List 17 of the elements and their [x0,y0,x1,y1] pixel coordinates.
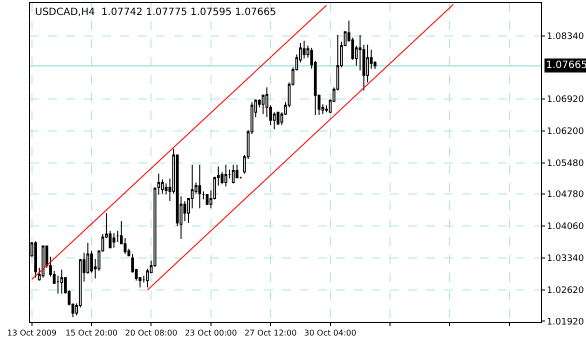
x-tick-label: 20 Oct 08:00 [125,328,178,338]
y-tick-label: 1.01920 [546,317,584,328]
x-tick-label: 13 Oct 2009 [7,328,57,338]
ref-line-label: 1.07665 [546,60,586,71]
x-tick-label: 27 Oct 12:00 [244,328,297,338]
y-tick-label: 1.02620 [546,286,584,296]
y-tick-label: 1.08340 [546,32,584,42]
x-tick-label: 23 Oct 00:00 [184,328,237,338]
x-tick-label: 15 Oct 20:00 [65,328,118,338]
y-tick-label: 1.06920 [546,95,584,106]
y-tick-label: 1.04060 [546,222,584,232]
y-tick-label: 1.05480 [546,159,584,170]
chart-title: USDCAD,H4 1.07742 1.07775 1.07595 1.07665 [35,7,276,18]
y-tick-label: 1.03340 [546,254,584,264]
y-tick-label: 1.04780 [546,190,584,200]
y-tick-label: 1.06200 [546,127,584,138]
x-tick-label: 30 Oct 04:00 [304,328,356,338]
